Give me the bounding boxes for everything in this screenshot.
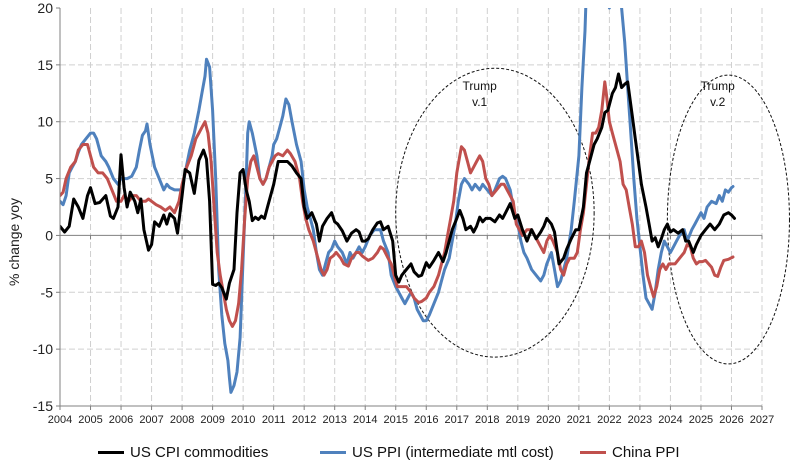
y-tick-label: -15 — [33, 398, 53, 414]
x-tick-label: 2022 — [597, 414, 621, 426]
x-tick-label: 2020 — [536, 414, 560, 426]
x-tick-label: 2027 — [750, 414, 774, 426]
y-tick-label: -5 — [41, 284, 54, 300]
x-tick-label: 2005 — [78, 414, 102, 426]
legend-label: China PPI — [612, 443, 680, 461]
x-tick-label: 2011 — [262, 414, 286, 426]
x-tick-label: 2006 — [109, 414, 133, 426]
x-tick-label: 2021 — [567, 414, 591, 426]
x-tick-label: 2026 — [719, 414, 743, 426]
gridlines — [60, 8, 763, 407]
annotations: Trump v.1 Trump v.2 — [395, 67, 790, 365]
x-tick-label: 2008 — [170, 414, 194, 426]
x-tick-label: 2017 — [445, 414, 469, 426]
series-lines — [60, 8, 736, 394]
x-tick-label: 2018 — [475, 414, 499, 426]
x-tick-label: 2007 — [139, 414, 163, 426]
x-tick-label: 2015 — [383, 414, 407, 426]
y-tick-label: 5 — [45, 171, 53, 187]
legend-swatch — [580, 450, 606, 454]
y-axis-label: % change yoy — [6, 198, 22, 286]
x-tick-label: 2014 — [353, 414, 377, 426]
legend-swatch — [98, 450, 124, 454]
y-tick-label: -10 — [33, 341, 53, 357]
x-tick-label: 2024 — [658, 414, 682, 426]
series-line-2 — [60, 80, 735, 328]
legend-item: US PPI (intermediate mtl cost) — [320, 442, 554, 462]
legend-label: US PPI (intermediate mtl cost) — [352, 443, 554, 461]
y-tick-label: 10 — [37, 114, 53, 130]
x-tick-label: 2019 — [506, 414, 530, 426]
legend-item: US CPI commodities — [98, 442, 268, 462]
series-line-0 — [60, 72, 736, 301]
legend: US CPI commodities US PPI (intermediate m… — [0, 440, 795, 464]
tick-labels: -15 -10 -5 0 5 10 15 20 2004 2005 2006 2007 2008 2009… — [33, 0, 774, 426]
x-tick-label: 2013 — [322, 414, 346, 426]
annotation-ellipse — [666, 74, 790, 365]
annotation-label: v.2 — [710, 95, 725, 109]
y-tick-label: 15 — [37, 57, 53, 73]
x-tick-label: 2016 — [414, 414, 438, 426]
annotation-label: Trump — [463, 79, 498, 93]
x-tick-label: 2004 — [48, 414, 72, 426]
legend-item: China PPI — [580, 442, 680, 462]
x-tick-label: 2023 — [628, 414, 652, 426]
x-tick-label: 2012 — [292, 414, 316, 426]
x-tick-label: 2025 — [689, 414, 713, 426]
y-tick-label: 0 — [45, 227, 53, 243]
legend-swatch — [320, 450, 346, 454]
plot-frame — [56, 7, 763, 410]
annotation-label: v.1 — [472, 95, 487, 109]
annotation-ellipse — [395, 67, 595, 358]
line-chart: Trump v.1 Trump v.2 -15 -10 -5 0 5 10 15 20 2004 200… — [6, 0, 790, 426]
y-tick-label: 20 — [37, 0, 53, 16]
annotation-label: Trump — [701, 79, 736, 93]
x-tick-label: 2010 — [231, 414, 255, 426]
legend-label: US CPI commodities — [130, 443, 269, 461]
x-tick-label: 2009 — [200, 414, 224, 426]
